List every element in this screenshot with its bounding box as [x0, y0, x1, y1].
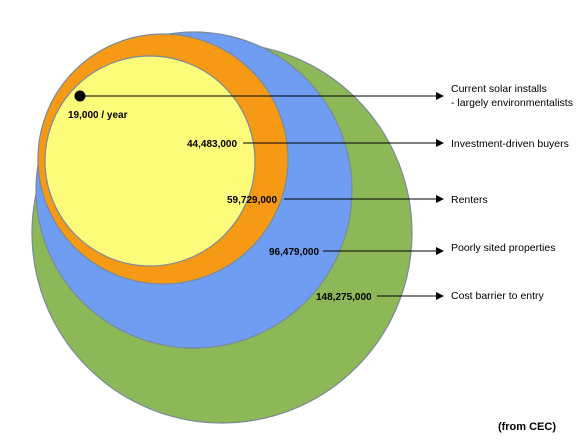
value-renters: 59,729,000: [227, 195, 277, 206]
current-installs-dot: [74, 90, 86, 102]
value-investment: 44,483,000: [187, 139, 237, 150]
label-cost-barrier: Cost barrier to entry: [451, 290, 545, 302]
investment-circle: [44, 55, 256, 267]
value-poorly-sited: 96,479,000: [269, 247, 319, 258]
source-note: (from CEC): [498, 421, 556, 433]
label-investment: Investment-driven buyers: [451, 138, 569, 150]
label-current-installs-line2: - largely environmentalists: [451, 97, 573, 109]
label-renters: Renters: [451, 194, 488, 206]
value-cost-barrier: 148,275,000: [316, 292, 372, 303]
value-current-installs: 19,000 / year: [68, 110, 128, 121]
label-poorly-sited: Poorly sited properties: [451, 242, 555, 254]
label-current-installs-line1: Current solar installs: [451, 83, 547, 95]
